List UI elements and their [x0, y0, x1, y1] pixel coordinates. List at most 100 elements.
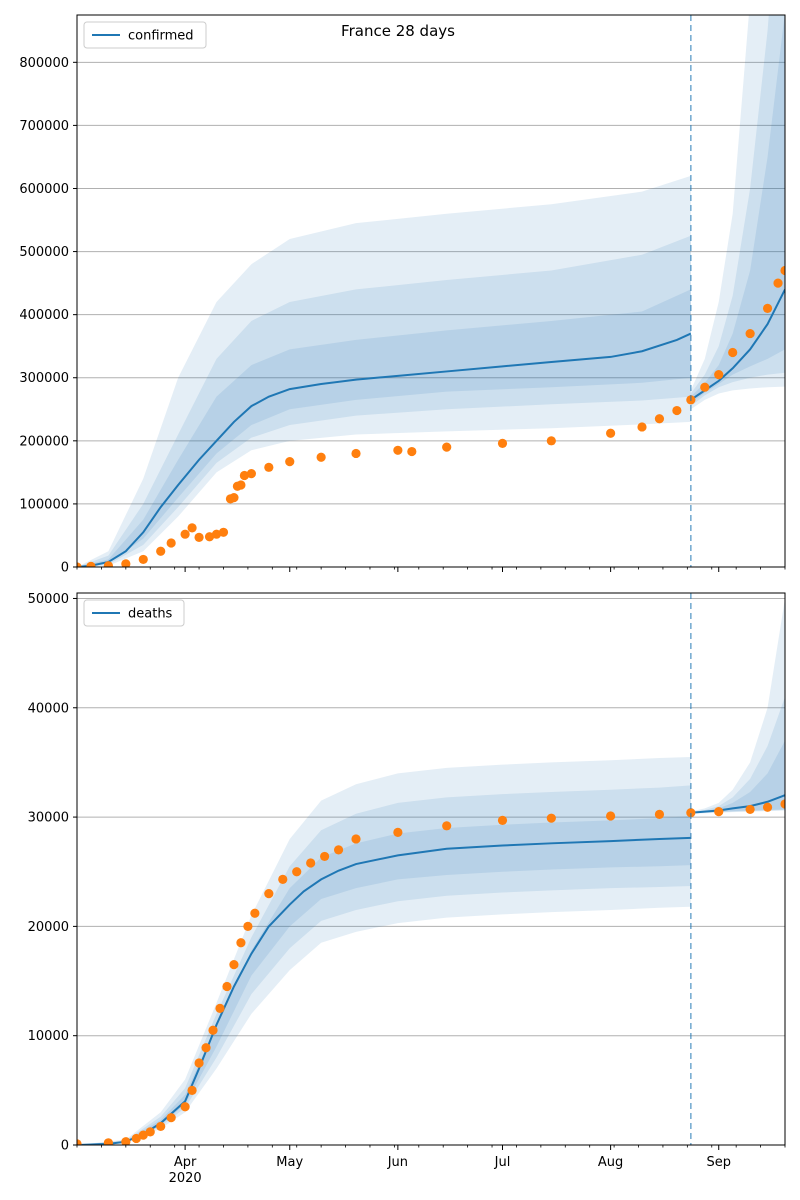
y-tick-label: 700000: [19, 119, 69, 134]
observed-point: [239, 470, 250, 481]
observed-point: [264, 462, 274, 472]
observed-point: [728, 347, 738, 358]
observed-point: [138, 554, 148, 565]
observed-point: [131, 1133, 141, 1144]
x-tick-label: May: [276, 1155, 303, 1170]
observed-point: [121, 1137, 131, 1145]
observed-point: [351, 834, 361, 844]
observed-point: [333, 845, 344, 855]
uncertainty-band: [77, 785, 691, 1145]
observed-point: [222, 981, 232, 992]
observed-point: [211, 529, 222, 539]
observed-point: [166, 1113, 176, 1123]
observed-point: [278, 874, 288, 884]
observed-point: [606, 811, 616, 821]
forecast-line: [690, 794, 785, 814]
legend-label: confirmed: [128, 29, 194, 44]
figure-title: France 28 days: [341, 22, 455, 40]
y-tick-label: 200000: [19, 434, 69, 449]
axes-frame: [76, 592, 786, 1146]
observed-point: [243, 921, 253, 931]
observed-point: [442, 442, 452, 452]
y-tick-label: 20000: [28, 920, 69, 935]
x-tick-label: Aug: [598, 1155, 623, 1170]
model-line: [77, 332, 692, 567]
observed-point: [229, 960, 239, 970]
legend-box: [83, 21, 207, 49]
legend-box: [83, 599, 185, 627]
observed-point: [320, 851, 330, 862]
observed-point: [497, 438, 508, 448]
observed-point: [773, 278, 783, 288]
observed-point: [180, 529, 190, 539]
forecast-band: [690, 15, 785, 403]
observed-point: [201, 1043, 211, 1053]
axes-frame: [76, 14, 786, 568]
observed-point: [762, 303, 773, 313]
observed-point: [194, 532, 204, 542]
observed-point: [103, 561, 113, 567]
y-tick-label: 30000: [28, 811, 69, 826]
observed-point: [407, 446, 417, 457]
observed-point: [121, 559, 131, 567]
forecast-band: [690, 696, 785, 814]
observed-point: [393, 827, 403, 837]
forecast-band: [690, 598, 785, 814]
observed-point: [285, 457, 295, 467]
y-tick-label: 0: [61, 561, 69, 576]
observed-point: [654, 414, 665, 424]
observed-point: [292, 867, 302, 877]
observed-point: [654, 809, 665, 819]
observed-point: [236, 938, 246, 948]
legend: confirmed: [83, 21, 207, 49]
observed-point: [672, 405, 682, 416]
forecast-band: [690, 15, 785, 410]
observed-point: [306, 858, 316, 868]
y-tick-label: 10000: [28, 1029, 69, 1044]
observed-point: [166, 538, 176, 548]
observed-point: [393, 445, 403, 455]
forecast-band: [690, 15, 785, 407]
observed-point: [250, 908, 260, 918]
observed-point: [77, 1139, 82, 1145]
confirmed-chart: 0 100000 200000 300000 400000 500000 600000 700…: [19, 14, 786, 576]
observed-point: [86, 561, 96, 567]
legend-label: deaths: [128, 607, 173, 622]
x-tick-sublabel: 2020: [169, 1171, 202, 1186]
observed-point: [762, 802, 773, 812]
x-tick-label: Jul: [494, 1155, 511, 1170]
observed-point: [686, 808, 696, 818]
observed-point: [264, 888, 274, 899]
y-tick-label: 600000: [19, 182, 69, 197]
observed-point: [745, 804, 755, 815]
observed-point: [218, 527, 229, 537]
observed-point: [156, 546, 166, 556]
observed-point: [745, 328, 755, 339]
observed-point: [194, 1058, 204, 1068]
observed-point: [546, 813, 556, 823]
y-tick-label: 400000: [19, 308, 69, 323]
observed-point: [546, 436, 556, 446]
observed-point: [700, 382, 710, 392]
legend: deaths: [83, 599, 185, 627]
y-tick-label: 300000: [19, 371, 69, 386]
observed-point: [138, 1130, 148, 1140]
observed-point: [103, 1138, 113, 1145]
observed-point: [316, 452, 326, 462]
observed-point: [145, 1127, 155, 1137]
observed-point: [180, 1102, 190, 1112]
y-tick-label: 50000: [28, 592, 69, 607]
observed-point: [351, 448, 361, 459]
observed-point: [187, 1085, 197, 1095]
y-tick-label: 100000: [19, 497, 69, 512]
observed-point: [204, 532, 215, 542]
observed-point: [229, 493, 239, 503]
uncertainty-band: [77, 235, 691, 567]
observed-point: [497, 815, 508, 825]
observed-point: [780, 265, 785, 276]
observed-point: [208, 1025, 218, 1035]
observed-point: [714, 369, 724, 380]
observed-point: [606, 428, 616, 438]
observed-point: [246, 469, 256, 479]
